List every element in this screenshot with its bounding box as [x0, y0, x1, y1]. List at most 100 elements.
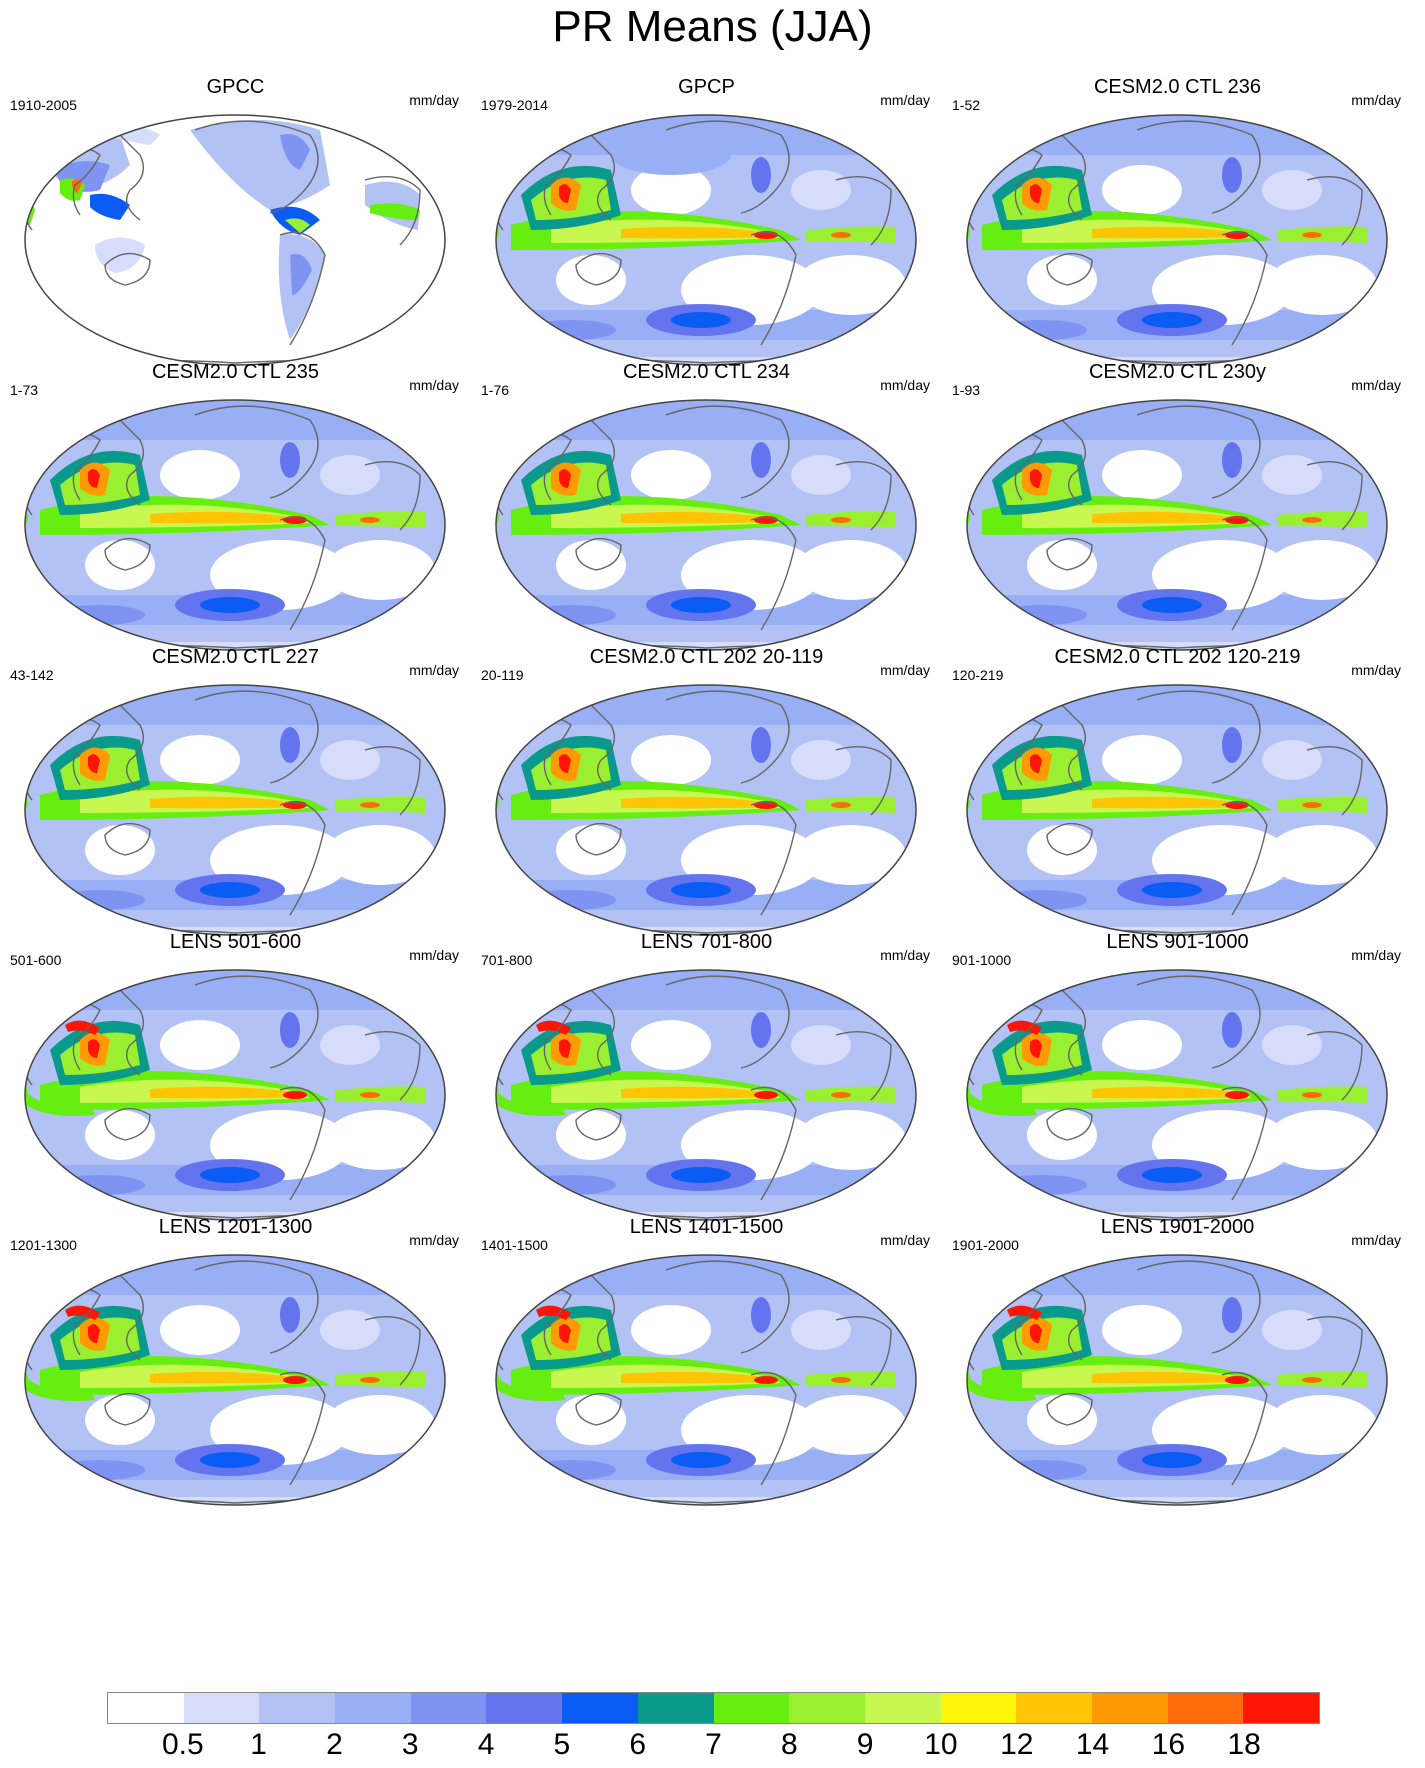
colorbar-swatch: [864, 1693, 941, 1723]
panel-title: LENS 1901-2000: [1100, 1216, 1255, 1238]
panel-units: mm/day: [880, 662, 930, 678]
panel-period: 20-119: [481, 667, 524, 683]
map-panel: CESM2.0 CTL 202 120-219 120-219 mm/day: [942, 645, 1413, 955]
panel-period: 1901-2000: [952, 1237, 1019, 1253]
panel-period: 1-73: [10, 382, 39, 398]
colorbar-label: 3: [401, 1728, 419, 1761]
precipitation-map: [24, 114, 446, 366]
map-panel: CESM2.0 CTL 235 1-73 mm/day: [0, 360, 471, 670]
panel-units: mm/day: [409, 947, 459, 963]
precipitation-map: [495, 114, 917, 366]
precipitation-map: [966, 969, 1388, 1221]
panel-period: 701-800: [481, 952, 533, 968]
map-panel: CESM2.0 CTL 230y 1-93 mm/day: [942, 360, 1413, 670]
colorbar-swatch: [108, 1693, 184, 1723]
panel-title: GPCC: [206, 76, 265, 98]
colorbar-swatch: [789, 1693, 865, 1723]
colorbar-label: 4: [477, 1728, 495, 1761]
map-panel: LENS 701-800 701-800 mm/day: [471, 930, 942, 1240]
panel-units: mm/day: [880, 92, 930, 108]
panel-period: 1-76: [481, 382, 510, 398]
panel-period: 1401-1500: [481, 1237, 548, 1253]
colorbar-swatch: [562, 1693, 638, 1723]
colorbar-swatch: [259, 1693, 336, 1723]
panel-units: mm/day: [880, 1232, 930, 1248]
colorbar-swatch: [1016, 1693, 1092, 1723]
precipitation-map: [24, 969, 446, 1221]
panel-title: LENS 501-600: [169, 931, 302, 953]
panel-title: LENS 901-1000: [1106, 931, 1249, 953]
map-panel: GPCP 1979-2014 mm/day: [471, 75, 942, 385]
colorbar-swatch: [637, 1693, 714, 1723]
panel-period: 1-93: [952, 382, 981, 398]
panel-title: CESM2.0 CTL 230y: [1088, 361, 1267, 383]
map-panel: CESM2.0 CTL 202 20-119 20-119 mm/day: [471, 645, 942, 955]
panel-units: mm/day: [1351, 92, 1401, 108]
colorbar-swatch: [1091, 1693, 1168, 1723]
colorbar-label: 2: [326, 1728, 343, 1761]
colorbar-label: 7: [705, 1728, 722, 1761]
colorbar-label: 16: [1151, 1728, 1186, 1761]
colorbar-label: 18: [1227, 1728, 1261, 1761]
precipitation-map: [966, 684, 1388, 936]
colorbar-swatch: [713, 1693, 790, 1723]
panel-title: CESM2.0 CTL 235: [151, 361, 320, 383]
colorbar-label: 10: [924, 1728, 958, 1761]
panel-units: mm/day: [1351, 1232, 1401, 1248]
panel-period: 501-600: [10, 952, 62, 968]
colorbar-label: 5: [553, 1728, 571, 1761]
panel-title: CESM2.0 CTL 202 20-119: [589, 646, 824, 668]
colorbar-label: 8: [780, 1728, 798, 1761]
colorbar-swatch: [335, 1693, 411, 1723]
panel-units: mm/day: [1351, 947, 1401, 963]
precipitation-map: [966, 399, 1388, 651]
panel-period: 120-219: [952, 667, 1004, 683]
map-panel: LENS 1201-1300 1201-1300 mm/day: [0, 1215, 471, 1525]
precipitation-map: [966, 114, 1388, 366]
precipitation-map: [495, 399, 917, 651]
main-title: PR Means (JJA): [552, 2, 873, 51]
precipitation-map: [495, 969, 917, 1221]
colorbar-labels: 0.5 1 2 3 4 5 6 7 8 9 10 12 14 16 18: [0, 1728, 1425, 1768]
panel-period: 1910-2005: [10, 97, 77, 113]
colorbar-label: 12: [1000, 1728, 1034, 1761]
colorbar-swatch: [410, 1693, 487, 1723]
panel-units: mm/day: [880, 377, 930, 393]
colorbar-label: 1: [250, 1728, 267, 1761]
panel-title: LENS 701-800: [640, 931, 773, 953]
panel-units: mm/day: [880, 947, 930, 963]
panel-units: mm/day: [1351, 662, 1401, 678]
map-panel: LENS 501-600 501-600 mm/day: [0, 930, 471, 1240]
colorbar: [107, 1692, 1320, 1724]
map-panel: CESM2.0 CTL 234 1-76 mm/day: [471, 360, 942, 670]
panel-period: 1201-1300: [10, 1237, 77, 1253]
map-panel: LENS 1901-2000 1901-2000 mm/day: [942, 1215, 1413, 1525]
precipitation-map: [966, 1254, 1388, 1506]
map-panel: GPCC 1910-2005 mm/day: [0, 75, 471, 385]
panel-title: CESM2.0 CTL 202 120-219: [1054, 646, 1301, 668]
colorbar-swatch: [1243, 1693, 1319, 1723]
panel-title: CESM2.0 CTL 236: [1093, 76, 1262, 98]
panel-title: CESM2.0 CTL 227: [151, 646, 320, 668]
panel-units: mm/day: [409, 377, 459, 393]
colorbar-swatch: [183, 1693, 260, 1723]
panel-period: 901-1000: [952, 952, 1012, 968]
panel-title: GPCP: [678, 76, 735, 98]
colorbar-label: 0.5: [161, 1728, 204, 1761]
map-panel: CESM2.0 CTL 227 43-142 mm/day: [0, 645, 471, 955]
colorbar-label: 9: [856, 1728, 874, 1761]
map-panel: LENS 1401-1500 1401-1500 mm/day: [471, 1215, 942, 1525]
precipitation-map: [24, 1254, 446, 1506]
panel-units: mm/day: [409, 662, 459, 678]
panel-units: mm/day: [1351, 377, 1401, 393]
panel-period: 1979-2014: [481, 97, 548, 113]
precipitation-map: [24, 684, 446, 936]
colorbar-swatch: [1167, 1693, 1244, 1723]
colorbar-label: 6: [629, 1728, 647, 1761]
map-panel: LENS 901-1000 901-1000 mm/day: [942, 930, 1413, 1240]
precipitation-map: [495, 1254, 917, 1506]
precipitation-map: [495, 684, 917, 936]
precipitation-map: [24, 399, 446, 651]
map-panel: CESM2.0 CTL 236 1-52 mm/day: [942, 75, 1413, 385]
panel-title: LENS 1201-1300: [158, 1216, 313, 1238]
